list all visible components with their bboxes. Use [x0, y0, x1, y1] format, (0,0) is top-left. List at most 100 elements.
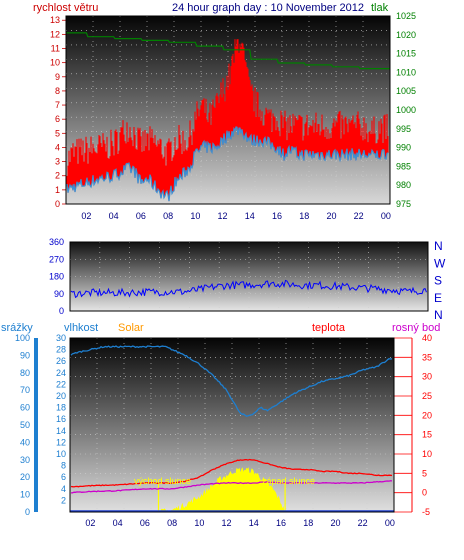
humidity-tick-label: 12	[56, 437, 66, 447]
temperature-tick-label: 40	[422, 333, 432, 343]
direction-tick-label: 360	[49, 237, 64, 247]
time-tick-label: 12	[218, 211, 228, 221]
time-tick-label: 02	[85, 518, 95, 528]
temperature-tick-label: 0	[422, 488, 427, 498]
pressure-tick-label: 995	[396, 124, 411, 134]
pressure-axis: 975 980 985 990 995 1000 1005 1010 1015 1020 1025	[396, 11, 416, 209]
temperature-tick-label: 30	[422, 372, 432, 382]
wind-tick-label: 9	[55, 72, 60, 82]
time-tick-label: 20	[330, 518, 340, 528]
climate-time-axis: 02 04 06 08 10 12 14 16 18 20 22 00	[85, 518, 395, 528]
time-tick-label: 00	[385, 518, 395, 528]
pressure-tick-label: 1020	[396, 30, 416, 40]
pressure-tick-label: 975	[396, 199, 411, 209]
pressure-tick-label: 1025	[396, 11, 416, 21]
pressure-tick-label: 1015	[396, 49, 416, 59]
direction-axis: 0 90 180 270 360	[49, 237, 64, 316]
pressure-tick-label: 1010	[396, 67, 416, 77]
wind-tick-label: 10	[50, 58, 60, 68]
rain-axis-label: srážky	[1, 322, 33, 334]
rain-tick-label: 50	[20, 420, 30, 430]
dewpoint-line	[70, 480, 393, 494]
humidity-tick-label: 30	[56, 333, 66, 343]
pressure-tick-label: 1005	[396, 86, 416, 96]
compass-label: N	[434, 239, 443, 253]
pressure-tick-label: 990	[396, 143, 411, 153]
wind-tick-label: 13	[50, 15, 60, 25]
humidity-tick-label: 28	[56, 345, 66, 355]
time-tick-label: 10	[190, 211, 200, 221]
wind-tick-label: 4	[55, 142, 60, 152]
time-tick-label: 22	[354, 211, 364, 221]
temperature-line	[70, 458, 393, 488]
humidity-tick-label: 18	[56, 403, 66, 413]
direction-tick-label: 270	[49, 254, 64, 264]
direction-tick-label: 0	[59, 306, 64, 316]
rain-tick-label: 0	[25, 507, 30, 517]
time-tick-label: 16	[272, 211, 282, 221]
dewpoint-axis-label: rosný bod	[392, 322, 440, 334]
humidity-line	[70, 345, 393, 417]
solar-axis-label: Solar	[118, 322, 144, 334]
chart-title: 24 hour graph day : 10 November 2012	[172, 2, 364, 14]
temperature-tick-label: 35	[422, 352, 432, 362]
temperature-tick-label: 15	[422, 430, 432, 440]
temperature-tick-label: 10	[422, 449, 432, 459]
pressure-tick-label: 980	[396, 180, 411, 190]
time-tick-label: 06	[140, 518, 150, 528]
compass-label: W	[434, 256, 446, 270]
time-tick-label: 10	[194, 518, 204, 528]
sunset-label: západ slunce	[262, 476, 315, 486]
direction-tick-label: 90	[54, 289, 64, 299]
humidity-tick-label: 16	[56, 414, 66, 424]
temperature-tick-label: 25	[422, 391, 432, 401]
pressure-axis-label: tlak	[371, 2, 389, 14]
temperature-tick-label: 20	[422, 410, 432, 420]
wind-average-line	[66, 126, 389, 202]
time-tick-label: 06	[136, 211, 146, 221]
rain-tick-label: 30	[20, 455, 30, 465]
time-tick-label: 08	[167, 518, 177, 528]
wind-axis-label: rychlost větru	[33, 2, 98, 14]
time-tick-label: 00	[381, 211, 391, 221]
wind-tick-label: 6	[55, 114, 60, 124]
time-tick-label: 04	[113, 518, 123, 528]
wind-time-axis: 02 04 06 08 10 12 14 16 18 20 22 00	[81, 211, 391, 221]
humidity-tick-label: 6	[61, 472, 66, 482]
temperature-tick-label: -5	[422, 507, 430, 517]
humidity-tick-label: 24	[56, 368, 66, 378]
time-tick-label: 20	[326, 211, 336, 221]
rain-tick-label: 70	[20, 385, 30, 395]
wind-tick-label: 12	[50, 29, 60, 39]
humidity-tick-label: 26	[56, 356, 66, 366]
time-tick-label: 18	[299, 211, 309, 221]
compass-label: N	[434, 308, 443, 322]
temperature-tick-label: 5	[422, 468, 427, 478]
humidity-tick-label: 2	[61, 495, 66, 505]
humidity-tick-label: 20	[56, 391, 66, 401]
wind-tick-label: 5	[55, 128, 60, 138]
rain-tick-label: 20	[20, 472, 30, 482]
time-tick-label: 12	[222, 518, 232, 528]
humidity-tick-label: 8	[61, 461, 66, 471]
pressure-tick-label: 985	[396, 161, 411, 171]
direction-panel-series	[70, 279, 427, 299]
time-tick-label: 16	[276, 518, 286, 528]
wind-tick-label: 1	[55, 185, 60, 195]
rain-axis: 0 10 20 30 40 50 60 70 80 90 100	[15, 333, 38, 517]
rain-tick-label: 90	[20, 350, 30, 360]
rain-tick-label: 80	[20, 368, 30, 378]
direction-tick-label: 180	[49, 272, 64, 282]
wind-tick-label: 2	[55, 171, 60, 181]
time-tick-label: 14	[249, 518, 259, 528]
sunrise-label: východ slunce	[134, 476, 191, 486]
rain-tick-label: 100	[15, 333, 30, 343]
wind-direction-line	[70, 279, 427, 299]
wind-tick-label: 3	[55, 157, 60, 167]
rain-tick-label: 10	[20, 490, 30, 500]
time-tick-label: 02	[81, 211, 91, 221]
